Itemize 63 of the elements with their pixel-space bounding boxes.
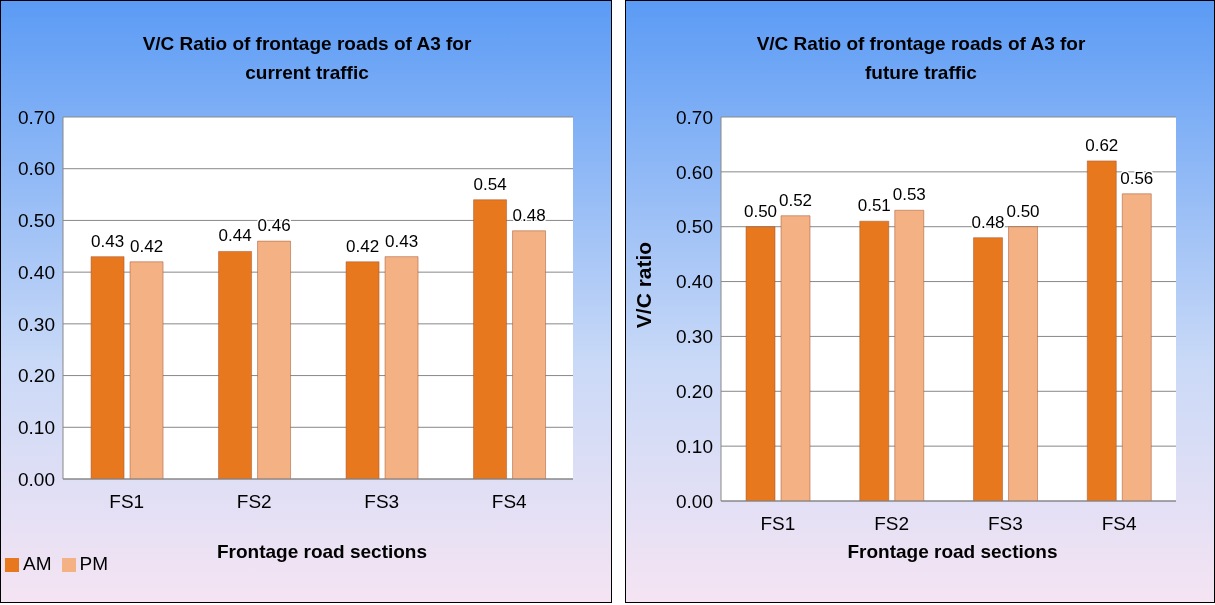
data-label: 0.42	[346, 236, 380, 256]
bar	[473, 199, 507, 479]
bar	[859, 220, 890, 501]
bar	[218, 251, 252, 479]
bar	[745, 226, 776, 501]
y-tick-label: 0.20	[18, 365, 55, 387]
data-label: 0.50	[743, 201, 778, 221]
data-label: 0.51	[857, 196, 891, 216]
y-tick-label: 0.70	[676, 106, 713, 128]
data-label: 0.48	[971, 212, 1005, 232]
data-label: 0.52	[778, 190, 813, 210]
data-label: 0.46	[257, 216, 291, 236]
bar	[512, 230, 546, 479]
y-tick-label: 0.50	[18, 210, 55, 232]
y-tick-label: 0.00	[676, 490, 713, 512]
bar	[90, 256, 125, 479]
data-label: 0.43	[385, 231, 419, 251]
bar	[1122, 193, 1152, 501]
bar	[1008, 226, 1038, 501]
bar	[780, 215, 811, 501]
y-tick-label: 0.00	[18, 468, 55, 490]
y-tick-label: 0.10	[18, 417, 55, 439]
y-tick-label: 0.30	[18, 313, 55, 335]
chart-title: V/C Ratio of frontage roads of A3 for future traffic	[755, 32, 1087, 85]
y-tick-label: 0.50	[676, 216, 713, 238]
legend-label: PM	[79, 553, 108, 574]
bar	[129, 261, 164, 479]
legend-label: AM	[23, 553, 52, 574]
x-tick-label: FS1	[109, 491, 145, 513]
data-label: 0.54	[473, 174, 507, 194]
y-tick-label: 0.20	[676, 381, 713, 403]
x-tick-label: FS3	[364, 491, 400, 513]
data-label: 0.62	[1085, 135, 1119, 155]
data-label: 0.42	[130, 236, 164, 256]
data-label: 0.48	[512, 205, 546, 225]
data-label: 0.56	[1120, 168, 1154, 188]
data-label: 0.43	[91, 231, 125, 251]
y-tick-label: 0.40	[18, 261, 55, 283]
bar	[384, 256, 419, 479]
data-label: 0.50	[1006, 201, 1040, 221]
y-axis-title: V/C ratio	[632, 240, 656, 331]
bar	[257, 240, 291, 479]
chart-title: V/C Ratio of frontage roads of A3 for current traffic	[141, 32, 473, 85]
x-axis-title: Frontage road sections	[846, 541, 1059, 563]
y-tick-label: 0.40	[676, 271, 713, 293]
x-tick-label: FS2	[874, 513, 910, 535]
bar	[345, 261, 380, 479]
y-tick-label: 0.70	[18, 106, 55, 128]
data-label: 0.44	[218, 226, 252, 246]
y-tick-label: 0.30	[676, 326, 713, 348]
x-tick-label: FS4	[491, 491, 528, 513]
y-tick-label: 0.60	[18, 158, 55, 180]
x-tick-label: FS3	[987, 513, 1023, 535]
bar	[1087, 160, 1117, 501]
y-tick-label: 0.10	[676, 435, 713, 457]
bar	[973, 237, 1003, 501]
bar	[894, 210, 925, 501]
x-axis-title: Frontage road sections	[216, 541, 428, 562]
x-tick-label: FS2	[236, 491, 272, 513]
y-tick-label: 0.60	[676, 161, 713, 183]
data-label: 0.53	[892, 185, 926, 205]
x-tick-label: FS1	[760, 513, 796, 535]
x-tick-label: FS4	[1101, 513, 1137, 535]
